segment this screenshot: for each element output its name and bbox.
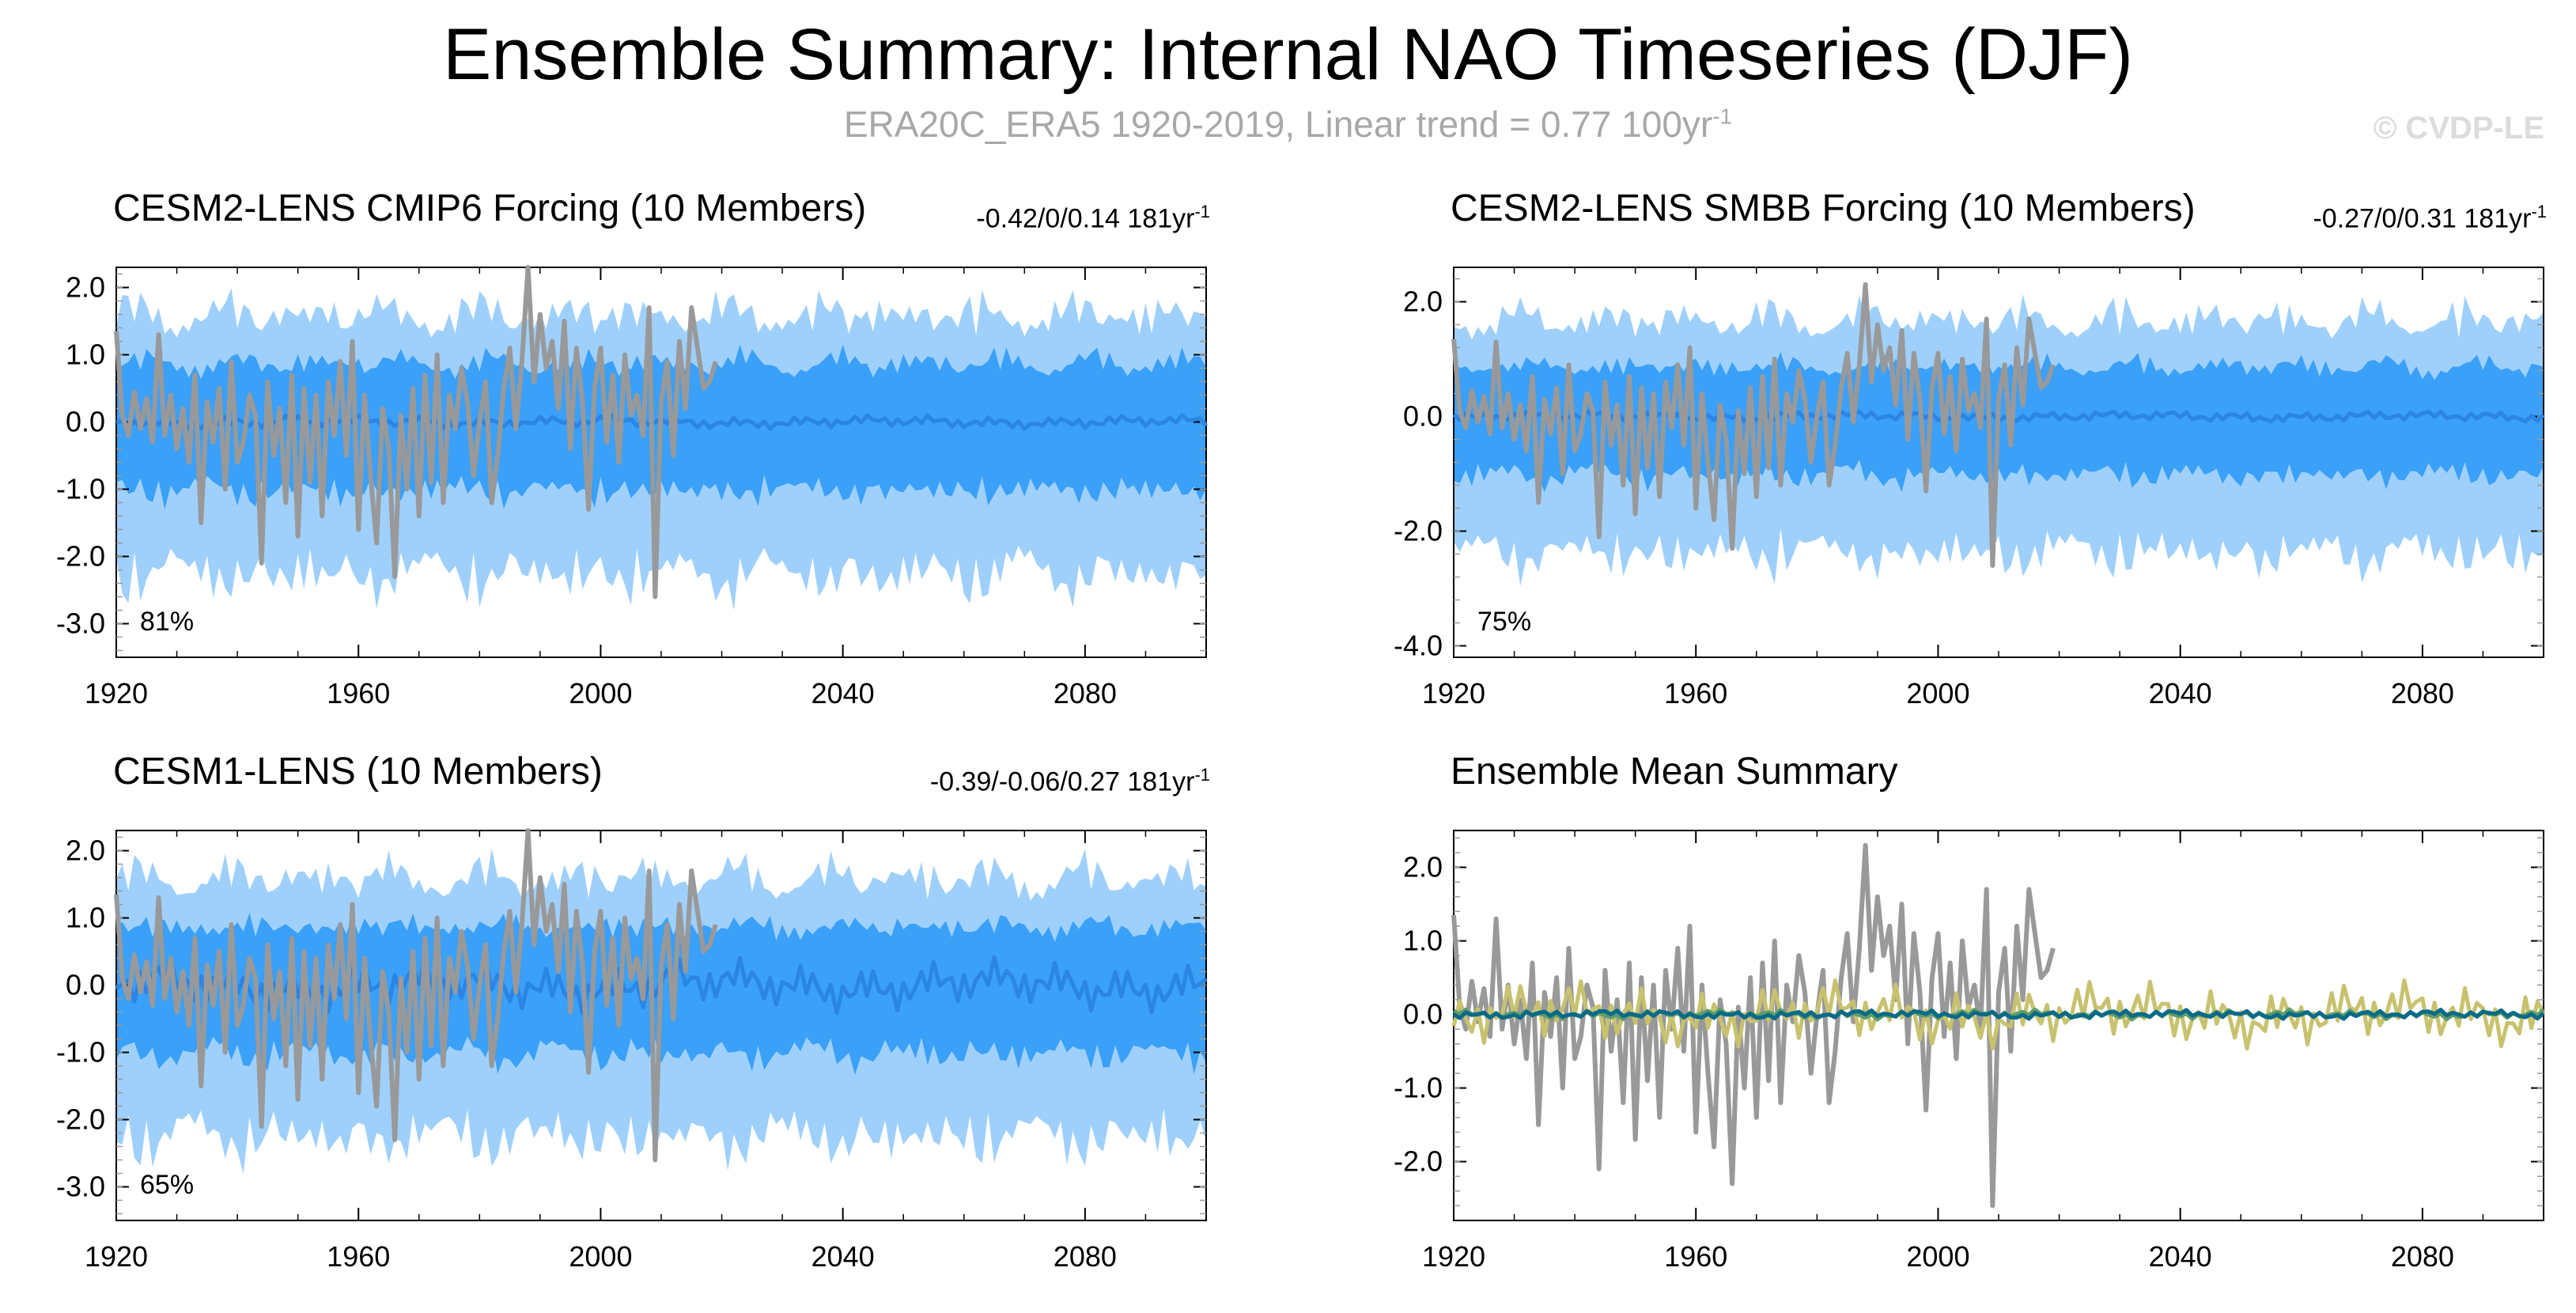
x-tick-label: 2040 (811, 677, 875, 709)
x-tick-label: 1960 (1664, 677, 1727, 709)
x-tick-label: 2080 (2391, 1240, 2454, 1273)
panel-stat-text: -0.39/-0.06/0.27 181yr (929, 766, 1195, 797)
y-tick-label: 0.0 (1403, 400, 1443, 433)
x-tick-label: 2040 (2149, 677, 2212, 709)
y-tick-label: 2.0 (66, 834, 105, 867)
main-title: Ensemble Summary: Internal NAO Timeserie… (443, 14, 2133, 95)
y-tick-label: -1.0 (56, 1036, 105, 1069)
y-tick-label: 2.0 (1403, 286, 1443, 318)
x-tick-label: 1960 (327, 1240, 390, 1273)
x-tick-label: 1960 (1664, 1240, 1727, 1273)
panel-stat-cesm1: -0.39/-0.06/0.27 181yr-1 (930, 759, 1210, 797)
y-tick-label: 0.0 (1403, 998, 1443, 1031)
y-tick-label: -4.0 (1394, 630, 1443, 662)
x-tick-label: 2080 (1053, 677, 1117, 709)
x-tick-label: 1920 (1422, 677, 1485, 709)
y-tick-label: -1.0 (1394, 1072, 1443, 1104)
y-tick-label: -3.0 (56, 1171, 105, 1203)
y-tick-label: -1.0 (56, 473, 105, 505)
percent-label: 81% (140, 607, 194, 637)
series-observations (1451, 282, 2056, 568)
y-tick-label: 1.0 (66, 339, 105, 371)
series-observations (114, 265, 718, 600)
y-tick-label: -2.0 (1394, 515, 1443, 547)
x-tick-label: 2000 (1906, 1240, 1969, 1273)
subtitle-sup: -1 (1712, 104, 1733, 129)
y-tick-label: 2.0 (1403, 851, 1443, 884)
y-tick-label: -2.0 (56, 1103, 105, 1136)
y-tick-label: 1.0 (1403, 925, 1443, 957)
y-tick-label: -2.0 (56, 540, 105, 573)
y-tick-label: 0.0 (66, 406, 105, 438)
series-summary-cmip6 (1452, 1008, 2545, 1021)
y-tick-label: 1.0 (66, 902, 105, 934)
panel-stat-text: -0.27/0/0.31 181yr (2313, 203, 2532, 234)
y-tick-label: 2.0 (66, 271, 105, 304)
x-tick-label: 1920 (85, 1240, 148, 1273)
y-tick-label: -3.0 (56, 607, 105, 640)
x-tick-label: 2000 (569, 677, 632, 709)
x-tick-label: 2040 (2149, 1240, 2212, 1273)
percent-label: 75% (1477, 607, 1531, 637)
x-tick-label: 2080 (2391, 677, 2454, 709)
panel-title-cesm2-cmip6: CESM2-LENS CMIP6 Forcing (10 Members) (113, 187, 867, 229)
y-tick-label: -2.0 (1394, 1145, 1443, 1178)
x-tick-label: 2000 (1906, 677, 1969, 709)
x-tick-label: 1920 (1422, 1240, 1485, 1273)
panel-stat-text: -0.42/0/0.14 181yr (976, 203, 1195, 234)
x-tick-label: 1960 (327, 677, 390, 709)
panel-title-cesm1: CESM1-LENS (10 Members) (113, 751, 603, 793)
x-tick-label: 2080 (1053, 1240, 1117, 1273)
panel-stat-sup: -1 (1194, 765, 1210, 785)
x-tick-label: 1920 (85, 677, 148, 709)
series-observations (114, 828, 718, 1163)
subtitle-text: ERA20C_ERA5 1920-2019, Linear trend = 0.… (843, 104, 1713, 145)
x-tick-label: 2040 (811, 1240, 875, 1273)
percent-label: 65% (140, 1170, 194, 1200)
panel-stat-cesm2-smbb: -0.27/0/0.31 181yr-1 (2313, 196, 2547, 234)
panel-stat-sup: -1 (1194, 202, 1210, 221)
panel-title-cesm2-smbb: CESM2-LENS SMBB Forcing (10 Members) (1451, 187, 2196, 229)
panel-stat-sup: -1 (2531, 202, 2547, 221)
subtitle: ERA20C_ERA5 1920-2019, Linear trend = 0.… (0, 103, 2576, 146)
credit-watermark: © CVDP-LE (2373, 111, 2544, 146)
panel-stat-cesm2-cmip6: -0.42/0/0.14 181yr-1 (976, 196, 1210, 234)
x-tick-label: 2000 (569, 1240, 632, 1273)
y-tick-label: 0.0 (66, 969, 105, 1001)
panel-title-ensemble-mean-summary: Ensemble Mean Summary (1451, 751, 1898, 793)
